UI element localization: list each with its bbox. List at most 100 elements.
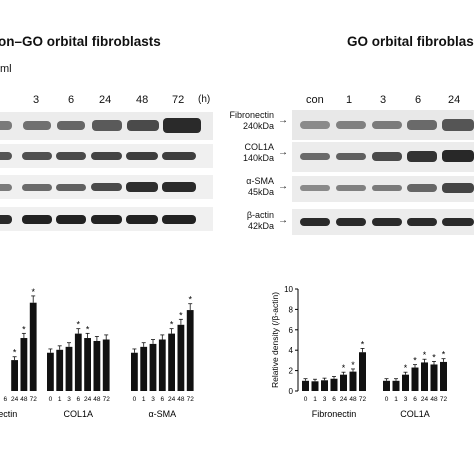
bar (93, 340, 101, 391)
left-concentration-label: ml (0, 63, 12, 75)
x-tick-label: 1 (142, 396, 146, 403)
x-tick-label: 6 (332, 396, 336, 403)
bar (340, 374, 347, 391)
right-panel-title: GO orbital fibroblas (347, 34, 474, 49)
bar (149, 343, 157, 391)
group-label: Fibronectin (312, 409, 357, 419)
significance-asterisk: * (31, 287, 35, 297)
left-time-unit: (h) (198, 94, 211, 105)
y-tick-label: 8 (289, 305, 294, 314)
bar (349, 371, 357, 391)
right-lane-label: 6 (415, 94, 422, 106)
bar (186, 310, 194, 391)
marker-label-fibronectin: Fibronectin 240kDa (229, 110, 274, 131)
x-tick-label: 72 (359, 396, 367, 403)
bar (47, 352, 54, 391)
bar (56, 349, 64, 391)
bar (65, 346, 73, 391)
bar (177, 324, 185, 391)
significance-asterisk: * (77, 320, 81, 330)
x-tick-label: 0 (304, 396, 308, 403)
right-blot-col1a (292, 142, 474, 172)
x-tick-label: 72 (103, 396, 111, 403)
right-blot-fibronectin (292, 110, 474, 140)
bar (102, 339, 110, 391)
x-tick-label: 24 (84, 396, 92, 403)
x-tick-label: 72 (30, 396, 38, 403)
bar (330, 378, 338, 391)
y-axis-label: Relative density (/β-actin) (270, 292, 280, 388)
x-tick-label: 3 (323, 396, 327, 403)
x-tick-label: 24 (421, 396, 429, 403)
bar (359, 352, 366, 391)
x-tick-label: 48 (349, 396, 357, 403)
significance-asterisk: * (432, 352, 436, 362)
x-tick-label: 6 (413, 396, 417, 403)
bar (411, 367, 419, 391)
y-tick-label: 10 (284, 285, 293, 294)
arrow-icon: → (278, 215, 288, 226)
right-blot-alpha-sma (292, 176, 474, 202)
x-tick-label: 3 (67, 396, 71, 403)
bar (158, 339, 166, 391)
x-tick-label: 24 (11, 396, 19, 403)
bar (302, 380, 309, 391)
x-tick-label: 48 (177, 396, 185, 403)
bar (74, 333, 82, 391)
left-lane-label: 48 (136, 94, 149, 106)
bar (140, 346, 148, 391)
left-lane-label: 3 (33, 94, 40, 106)
significance-asterisk: * (423, 350, 427, 360)
bar (392, 380, 400, 391)
bar (20, 338, 28, 391)
significance-asterisk: * (413, 356, 417, 366)
bar (440, 361, 447, 391)
left-bar-chart: 0136*24*48*72nectin013*6*244872COL1A0136… (0, 287, 194, 419)
x-tick-label: 24 (168, 396, 176, 403)
right-blot-beta-actin (292, 209, 474, 235)
marker-label-col1a: COL1A 140kDa (242, 142, 274, 163)
right-lane-label: 3 (380, 94, 387, 106)
x-tick-label: 0 (49, 396, 53, 403)
x-tick-label: 1 (394, 396, 398, 403)
right-lane-label: 24 (448, 94, 461, 106)
right-lane-label: 1 (346, 94, 353, 106)
x-tick-label: 3 (404, 396, 408, 403)
x-tick-label: 24 (340, 396, 348, 403)
marker-label-beta-actin: β-actin 42kDa (246, 210, 274, 231)
group-label: COL1A (64, 409, 94, 419)
arrow-icon: → (278, 181, 288, 192)
bar (402, 374, 409, 391)
left-lane-label: 72 (172, 94, 185, 106)
bar (421, 362, 428, 391)
arrow-icon: → (278, 115, 288, 126)
y-tick-label: 6 (289, 326, 294, 335)
marker-label-alpha-sma: α-SMA 45kDa (246, 176, 274, 197)
y-tick-label: 0 (289, 387, 294, 396)
x-tick-label: 72 (440, 396, 448, 403)
left-lane-label: 6 (68, 94, 75, 106)
y-tick-label: 2 (289, 367, 294, 376)
significance-asterisk: * (442, 350, 446, 360)
x-tick-label: 6 (3, 396, 7, 403)
significance-asterisk: * (13, 348, 17, 358)
significance-asterisk: * (22, 324, 26, 334)
group-label: nectin (0, 409, 17, 419)
y-tick-label: 4 (289, 346, 294, 355)
x-tick-label: 0 (133, 396, 137, 403)
x-tick-label: 48 (93, 396, 101, 403)
bar (430, 364, 438, 391)
bar (11, 360, 18, 391)
left-panel-title: on–GO orbital fibroblasts (0, 34, 161, 49)
x-tick-label: 6 (76, 396, 80, 403)
x-tick-label: 6 (160, 396, 164, 403)
x-tick-label: 48 (20, 396, 28, 403)
significance-asterisk: * (86, 324, 90, 334)
bar (131, 352, 138, 391)
bar (311, 381, 319, 391)
left-blot-beta-actin (0, 207, 213, 231)
significance-asterisk: * (342, 363, 346, 373)
left-blot-alpha-sma (0, 175, 213, 199)
x-tick-label: 0 (385, 396, 389, 403)
group-label: α-SMA (148, 409, 176, 419)
